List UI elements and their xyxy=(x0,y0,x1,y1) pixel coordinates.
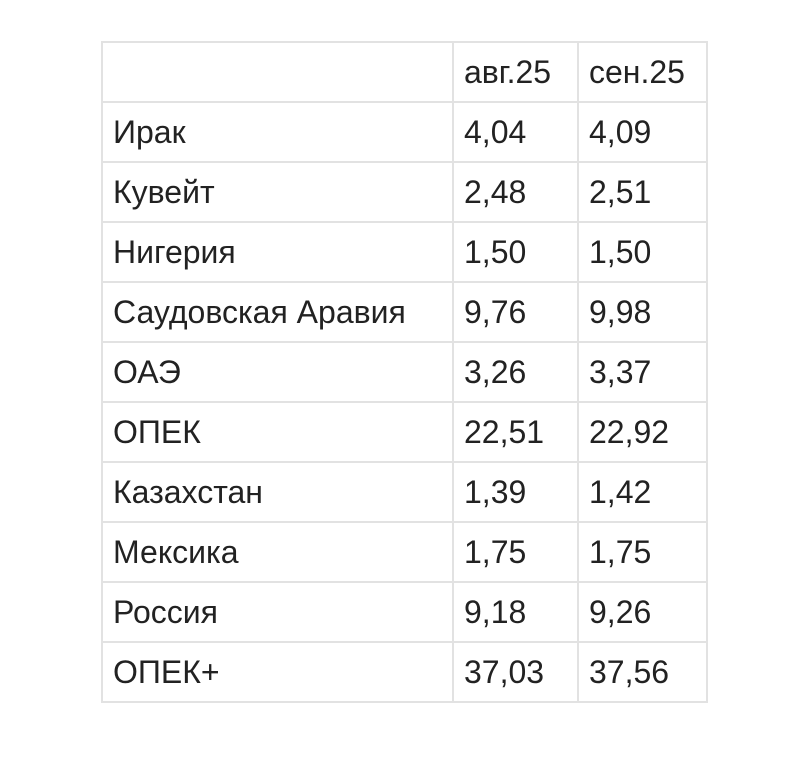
data-table: авг.25 сен.25 Ирак 4,04 4,09 Кувейт 2,48 2,51… xyxy=(101,41,708,703)
country-cell: Россия xyxy=(101,581,454,643)
country-cell: Нигерия xyxy=(101,221,454,283)
aug-value-cell: 1,75 xyxy=(452,521,579,583)
country-cell: ОАЭ xyxy=(101,341,454,403)
aug-value-cell: 22,51 xyxy=(452,401,579,463)
sep-value-cell: 1,42 xyxy=(577,461,708,523)
aug-value-cell: 9,18 xyxy=(452,581,579,643)
country-cell: ОПЕК+ xyxy=(101,641,454,703)
header-cell-aug: авг.25 xyxy=(452,41,579,103)
table-row: ОПЕК+ 37,03 37,56 xyxy=(101,641,708,703)
country-cell: Казахстан xyxy=(101,461,454,523)
aug-value-cell: 9,76 xyxy=(452,281,579,343)
country-cell: Саудовская Аравия xyxy=(101,281,454,343)
table-row: Россия 9,18 9,26 xyxy=(101,581,708,643)
table-row: Саудовская Аравия 9,76 9,98 xyxy=(101,281,708,343)
sep-value-cell: 2,51 xyxy=(577,161,708,223)
aug-value-cell: 37,03 xyxy=(452,641,579,703)
table-row: Нигерия 1,50 1,50 xyxy=(101,221,708,283)
sep-value-cell: 37,56 xyxy=(577,641,708,703)
country-cell: ОПЕК xyxy=(101,401,454,463)
sep-value-cell: 3,37 xyxy=(577,341,708,403)
header-cell-sep: сен.25 xyxy=(577,41,708,103)
sep-value-cell: 22,92 xyxy=(577,401,708,463)
aug-value-cell: 4,04 xyxy=(452,101,579,163)
country-cell: Кувейт xyxy=(101,161,454,223)
country-cell: Ирак xyxy=(101,101,454,163)
table-row: ОАЭ 3,26 3,37 xyxy=(101,341,708,403)
header-row: авг.25 сен.25 xyxy=(101,41,708,103)
table-row: ОПЕК 22,51 22,92 xyxy=(101,401,708,463)
table-row: Ирак 4,04 4,09 xyxy=(101,101,708,163)
table-row: Кувейт 2,48 2,51 xyxy=(101,161,708,223)
sep-value-cell: 4,09 xyxy=(577,101,708,163)
sep-value-cell: 1,50 xyxy=(577,221,708,283)
aug-value-cell: 2,48 xyxy=(452,161,579,223)
aug-value-cell: 3,26 xyxy=(452,341,579,403)
sep-value-cell: 9,26 xyxy=(577,581,708,643)
sep-value-cell: 9,98 xyxy=(577,281,708,343)
table-row: Мексика 1,75 1,75 xyxy=(101,521,708,583)
aug-value-cell: 1,50 xyxy=(452,221,579,283)
table-row: Казахстан 1,39 1,42 xyxy=(101,461,708,523)
country-cell: Мексика xyxy=(101,521,454,583)
sep-value-cell: 1,75 xyxy=(577,521,708,583)
aug-value-cell: 1,39 xyxy=(452,461,579,523)
header-cell-empty xyxy=(101,41,454,103)
